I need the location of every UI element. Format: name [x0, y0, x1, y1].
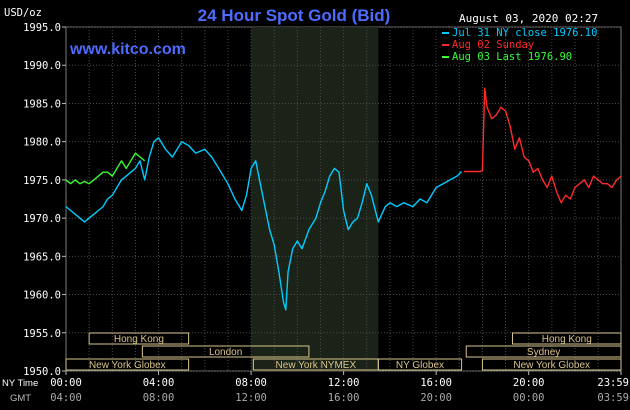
x-tick-label-gmt: 03:59 [597, 392, 629, 404]
y-tick-label: 1975.0 [23, 175, 61, 187]
x-tick-label-gmt: 04:00 [50, 392, 82, 404]
x-tick-label-ny: 23:59 [597, 377, 629, 389]
session-bar [481, 358, 622, 371]
session-label: London [209, 347, 242, 358]
y-tick-label: 1980.0 [23, 137, 61, 149]
session-label: NY Globex [396, 360, 444, 371]
y-tick-label: 1990.0 [23, 60, 61, 72]
session-label: Hong Kong [542, 334, 592, 345]
legend-entry: Aug 02 Sunday [452, 39, 534, 51]
session-bar [511, 332, 622, 345]
y-tick-label: 1995.0 [23, 22, 61, 34]
series-line [65, 137, 463, 311]
y-unit-label: USD/oz [4, 7, 42, 19]
x-tick-label-ny: 04:00 [143, 377, 175, 389]
y-tick-label: 1950.0 [23, 366, 61, 378]
highlight-band [251, 27, 379, 371]
trading-sessions: Hong Kong Hong Kong London Sydney New York G… [65, 332, 622, 371]
series-line [65, 152, 146, 185]
legend-entry: Aug 03 Last 1976.90 [452, 51, 572, 63]
y-tick-label: 1985.0 [23, 98, 61, 110]
x-tick-label-gmt: 20:00 [420, 392, 452, 404]
series-lines [65, 87, 622, 311]
x-axis: NY Time GMT 00:00 04:00 04:00 08:00 08:00 12:00… [2, 371, 629, 404]
x-tick-label-gmt: 12:00 [235, 392, 267, 404]
session-bar [88, 332, 190, 345]
y-tick-label: 1965.0 [23, 251, 61, 263]
y-axis: 1995.0 1990.0 1985.0 1980.0 1975.0 1970.0 1965… [23, 22, 66, 378]
session-bar [65, 358, 190, 371]
grid [66, 26, 621, 372]
legend-entry: Jul 31 NY close 1976.10 [452, 27, 597, 39]
session-label: Sydney [527, 347, 560, 358]
watermark: www.kitco.com [69, 41, 186, 58]
y-tick-label: 1955.0 [23, 328, 61, 340]
x-axis-ny-label: NY Time [2, 378, 38, 389]
session-bar [377, 358, 463, 371]
x-tick-label-ny: 16:00 [420, 377, 452, 389]
x-tick-label-ny: 12:00 [328, 377, 360, 389]
session-bar [141, 345, 310, 358]
x-tick-label-gmt: 16:00 [328, 392, 360, 404]
session-label: New York Globex [513, 360, 590, 371]
x-tick-label-ny: 00:00 [50, 377, 82, 389]
session-label: New York NYMEX [276, 360, 357, 371]
session-bar [465, 345, 622, 358]
timestamp: August 03, 2020 02:27 [459, 12, 598, 25]
x-tick-label-ny: 20:00 [513, 377, 545, 389]
x-tick-label-ny: 08:00 [235, 377, 267, 389]
x-axis-gmt-label: GMT [10, 393, 31, 404]
session-label: New York Globex [89, 360, 166, 371]
y-tick-label: 1960.0 [23, 290, 61, 302]
chart-title: 24 Hour Spot Gold (Bid) [198, 6, 391, 25]
session-label: Hong Kong [114, 334, 164, 345]
y-tick-label: 1970.0 [23, 213, 61, 225]
series-line [463, 87, 622, 204]
x-tick-label-gmt: 08:00 [143, 392, 175, 404]
x-tick-label-gmt: 00:00 [513, 392, 545, 404]
